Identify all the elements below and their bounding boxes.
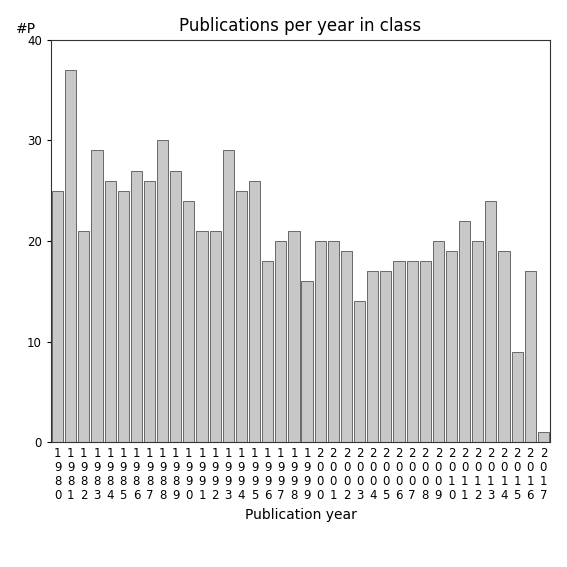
Bar	[210, 231, 221, 442]
Bar	[341, 251, 352, 442]
Bar	[393, 261, 405, 442]
Bar	[196, 231, 208, 442]
Bar	[157, 141, 168, 442]
Bar	[65, 70, 77, 442]
Bar	[420, 261, 431, 442]
Bar	[446, 251, 457, 442]
Bar	[275, 241, 286, 442]
Bar	[131, 171, 142, 442]
X-axis label: Publication year: Publication year	[244, 507, 357, 522]
Bar	[78, 231, 90, 442]
Bar	[91, 150, 103, 442]
Bar	[183, 201, 194, 442]
Bar	[262, 261, 273, 442]
Bar	[52, 191, 63, 442]
Bar	[367, 271, 378, 442]
Bar	[236, 191, 247, 442]
Text: #P: #P	[16, 22, 36, 36]
Bar	[538, 432, 549, 442]
Bar	[302, 281, 312, 442]
Bar	[289, 231, 299, 442]
Bar	[485, 201, 497, 442]
Bar	[498, 251, 510, 442]
Bar	[170, 171, 181, 442]
Bar	[104, 180, 116, 442]
Bar	[511, 352, 523, 442]
Title: Publications per year in class: Publications per year in class	[179, 18, 422, 35]
Bar	[433, 241, 444, 442]
Bar	[328, 241, 339, 442]
Bar	[118, 191, 129, 442]
Bar	[144, 180, 155, 442]
Bar	[459, 221, 470, 442]
Bar	[472, 241, 483, 442]
Bar	[407, 261, 418, 442]
Bar	[315, 241, 326, 442]
Bar	[380, 271, 391, 442]
Bar	[249, 180, 260, 442]
Bar	[223, 150, 234, 442]
Bar	[354, 302, 365, 442]
Bar	[524, 271, 536, 442]
